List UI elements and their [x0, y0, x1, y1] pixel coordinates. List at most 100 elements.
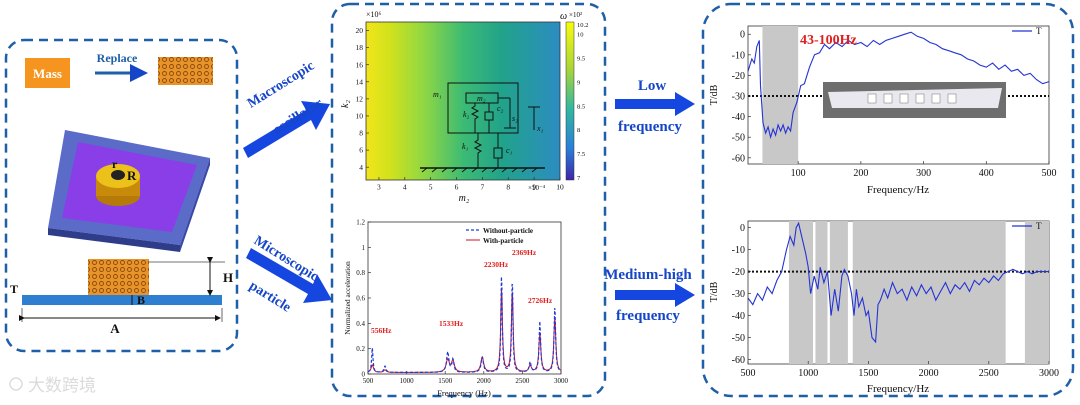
med-y-label: -10 — [732, 245, 745, 256]
legend-with-label: With-particle — [483, 237, 523, 245]
cross-section — [19, 257, 225, 322]
r-big-label: R — [127, 168, 137, 183]
heatmap-y-label: 8 — [359, 129, 363, 138]
spectrum-y-label: 0.2 — [356, 345, 365, 353]
colorbar-tick-label: 8.5 — [577, 103, 585, 110]
annotation-2369: 2369Hz — [512, 248, 537, 257]
low-t-line — [747, 31, 1050, 140]
med-x-label: 2500 — [979, 368, 999, 379]
low-x-label: 400 — [979, 168, 994, 179]
heatmap-y-label: 18 — [356, 43, 364, 52]
med-label-2: frequency — [616, 308, 680, 324]
macro-arrow — [243, 101, 330, 158]
dim-a-label: A — [110, 321, 120, 336]
med-y-label: -40 — [732, 311, 745, 322]
heatmap-y-label: 14 — [356, 77, 364, 86]
micro-label-2: particle — [246, 279, 293, 316]
colorbar-tick-label: 7 — [577, 175, 581, 182]
low-y-label: -50 — [732, 133, 745, 144]
label-s2: s₂ — [512, 114, 518, 123]
spectrum-x-label: 1000 — [400, 377, 415, 385]
low-label-1: Low — [638, 78, 667, 94]
heatmap-y-ticks: 4 6 8 10 12 14 16 18 20 — [356, 26, 369, 172]
low-y-label: -40 — [732, 112, 745, 123]
med-y-label: -50 — [732, 333, 745, 344]
spectrum-y-label: 0.6 — [356, 294, 365, 302]
med-t-line — [747, 221, 1049, 344]
mass-label: Mass — [33, 66, 62, 81]
sample-photo — [823, 82, 1006, 118]
colorbar-tick-label: 10.2 — [577, 22, 588, 29]
low-arrow-group: Low frequency — [615, 78, 695, 135]
heatmap-y-label: 6 — [359, 146, 363, 155]
heatmap-x-label: 8 — [506, 183, 510, 192]
med-x-label: 500 — [741, 368, 756, 379]
heatmap-y-label: 4 — [359, 163, 363, 172]
dim-b-label: B — [137, 293, 145, 307]
colorbar — [565, 21, 575, 181]
spectrum-x-label: 500 — [363, 377, 374, 385]
spectrum-y-label: 1 — [362, 244, 366, 252]
low-band — [762, 26, 799, 164]
heatmap-y-label: 12 — [356, 94, 364, 103]
low-y-label: 0 — [740, 30, 745, 41]
heatmap-x-label: 10 — [556, 183, 564, 192]
low-y-label: -30 — [732, 92, 745, 103]
colorbar-tick-label: 9.5 — [577, 55, 585, 62]
x-exponent: ×10⁻⁴ — [528, 184, 546, 192]
med-y-label: -30 — [732, 289, 745, 300]
med-ylabel: T/dB — [709, 281, 720, 302]
low-x-label: 300 — [916, 168, 931, 179]
med-y-label: 0 — [740, 223, 745, 234]
low-x-label: 200 — [853, 168, 868, 179]
spectrum-ylabel: Normalized acceleration — [343, 261, 352, 335]
label-k1: k₁ — [462, 142, 469, 151]
heatmap-y-label: 10 — [356, 112, 364, 121]
macro-arrow-group: Macroscopic oscillator — [243, 59, 330, 158]
annotation-1533: 1533Hz — [439, 319, 464, 328]
spectrum-x-label: 2000 — [477, 377, 492, 385]
watermark-icon — [9, 377, 23, 391]
colorbar-ticks: 7 7.5 8 8.5 9 9.5 10 10.2 — [577, 22, 588, 182]
without-particle-line — [367, 276, 562, 373]
replace-label: Replace — [97, 51, 138, 65]
annotation-2230: 2230Hz — [484, 260, 509, 269]
dim-t-label: T — [10, 282, 18, 296]
mass-block — [25, 58, 70, 88]
med-arrow — [615, 283, 695, 307]
spectrum-xlabel: Frequency (Hz) — [437, 388, 491, 398]
med-x-label: 1500 — [858, 368, 878, 379]
low-band-label: 43-100Hz — [800, 33, 857, 48]
med-band — [852, 221, 1006, 364]
low-x-ticks: 100 200 300 400 500 — [791, 161, 1057, 179]
low-xlabel: Frequency/Hz — [867, 184, 929, 196]
heatmap-y-label: 20 — [356, 26, 364, 35]
spectrum-x-label: 2500 — [515, 377, 530, 385]
r-small-label: r — [112, 157, 118, 171]
med-y-label: -20 — [732, 267, 745, 278]
med-y-ticks: 0 -10 -20 -30 -40 -50 -60 — [732, 223, 751, 366]
label-k2: k₂ — [463, 110, 470, 119]
low-y-label: -20 — [732, 71, 745, 82]
left-panel: Mass Replace r R H T B — [4, 38, 239, 353]
heatmap-ylabel: k₂ — [340, 100, 351, 108]
low-ylabel: T/dB — [709, 84, 720, 105]
spectrum-x-label: 1500 — [438, 377, 453, 385]
med-band — [1024, 221, 1049, 364]
med-arrow-group: Medium-high frequency — [604, 267, 695, 324]
colorbar-tick-label: 8 — [577, 127, 580, 134]
med-label-1: Medium-high — [604, 267, 692, 283]
watermark-text: 大数跨境 — [28, 376, 96, 395]
low-y-ticks: 0 -10 -20 -30 -40 -50 -60 — [732, 30, 751, 164]
heatmap-y-label: 16 — [356, 60, 364, 69]
label-m2: m₂ — [477, 94, 486, 103]
oscillator-schematic — [420, 82, 545, 173]
med-x-label: 1000 — [798, 368, 818, 379]
med-band — [815, 221, 828, 364]
colorbar-tick-label: 10 — [577, 31, 584, 38]
spectrum-y-label: 0.4 — [356, 320, 365, 328]
low-frequency-chart: 43-100Hz T T/dB Frequency/Hz 100 200 300 40… — [709, 25, 1057, 196]
heatmap-x-label: 6 — [455, 183, 459, 192]
middle-panel-border — [330, 2, 607, 398]
low-x-label: 500 — [1042, 168, 1057, 179]
